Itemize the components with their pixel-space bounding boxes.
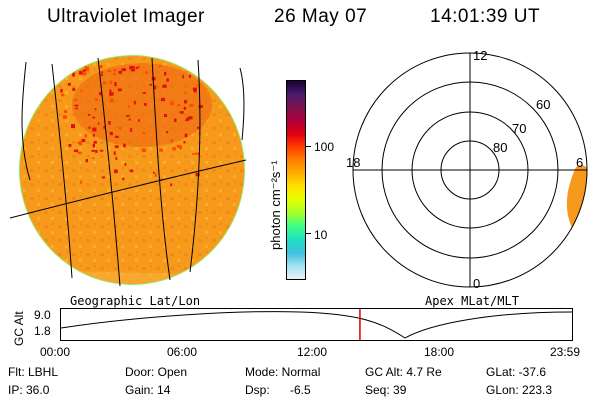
dsp-label: Dsp: (245, 383, 270, 397)
gc-alt-status: GC Alt: 4.7 Re (365, 365, 442, 379)
gain-status: Gain: 14 (125, 383, 171, 397)
app-title: Ultraviolet Imager (47, 6, 205, 27)
geo-grid-lines (9, 57, 247, 287)
colorbar-unit-label: photon cm⁻²s⁻¹ (268, 160, 283, 250)
lat-label-70: 70 (512, 121, 526, 136)
altitude-xtick: 23:59 (550, 345, 581, 359)
date-label: 26 May 07 (274, 6, 368, 27)
colorbar-tick-label: 100 (314, 140, 335, 154)
door-status: Door: Open (125, 365, 188, 379)
altitude-ytick: 1.8 (34, 324, 51, 338)
polar-map-label: Apex MLat/MLT (425, 294, 519, 308)
color-bar (286, 80, 306, 280)
altitude-plot-frame (60, 308, 573, 341)
altitude-ylabel: GC Alt (12, 311, 26, 346)
colorbar-tick-100 (306, 146, 311, 147)
geographic-image (9, 55, 247, 287)
seq-status: Seq: 39 (365, 383, 407, 397)
mlt-label-12: 12 (473, 48, 487, 63)
colorbar-tick-10 (306, 233, 311, 234)
altitude-ytick: 9.0 (34, 308, 51, 322)
altitude-xtick: 06:00 (167, 345, 198, 359)
mlt-label-0: 0 (473, 276, 480, 291)
altitude-curve (60, 311, 573, 339)
mode-status: Mode: Normal (245, 365, 321, 379)
polar-plot: 12 18 6 0 60 70 80 (346, 48, 588, 291)
filter-status: Flt: LBHL (8, 365, 59, 379)
lat-label-80: 80 (493, 140, 507, 155)
geo-map-label: Geographic Lat/Lon (70, 294, 201, 308)
color-bar-gradient (287, 81, 305, 279)
time-label: 14:01:39 UT (430, 6, 541, 27)
altitude-xtick: 18:00 (424, 345, 455, 359)
ip-status: IP: 36.0 (8, 383, 50, 397)
lat-label-60: 60 (536, 97, 550, 112)
mlt-label-18: 18 (346, 155, 360, 170)
glon-status: GLon: 223.3 (486, 383, 553, 397)
dsp-value: -6.5 (290, 383, 311, 397)
altitude-plot (60, 308, 573, 341)
mlt-label-6: 6 (576, 155, 583, 170)
colorbar-tick-label: 10 (314, 228, 328, 242)
altitude-xtick: 00:00 (40, 345, 71, 359)
altitude-xtick: 12:00 (297, 345, 328, 359)
glat-status: GLat: -37.6 (486, 365, 547, 379)
